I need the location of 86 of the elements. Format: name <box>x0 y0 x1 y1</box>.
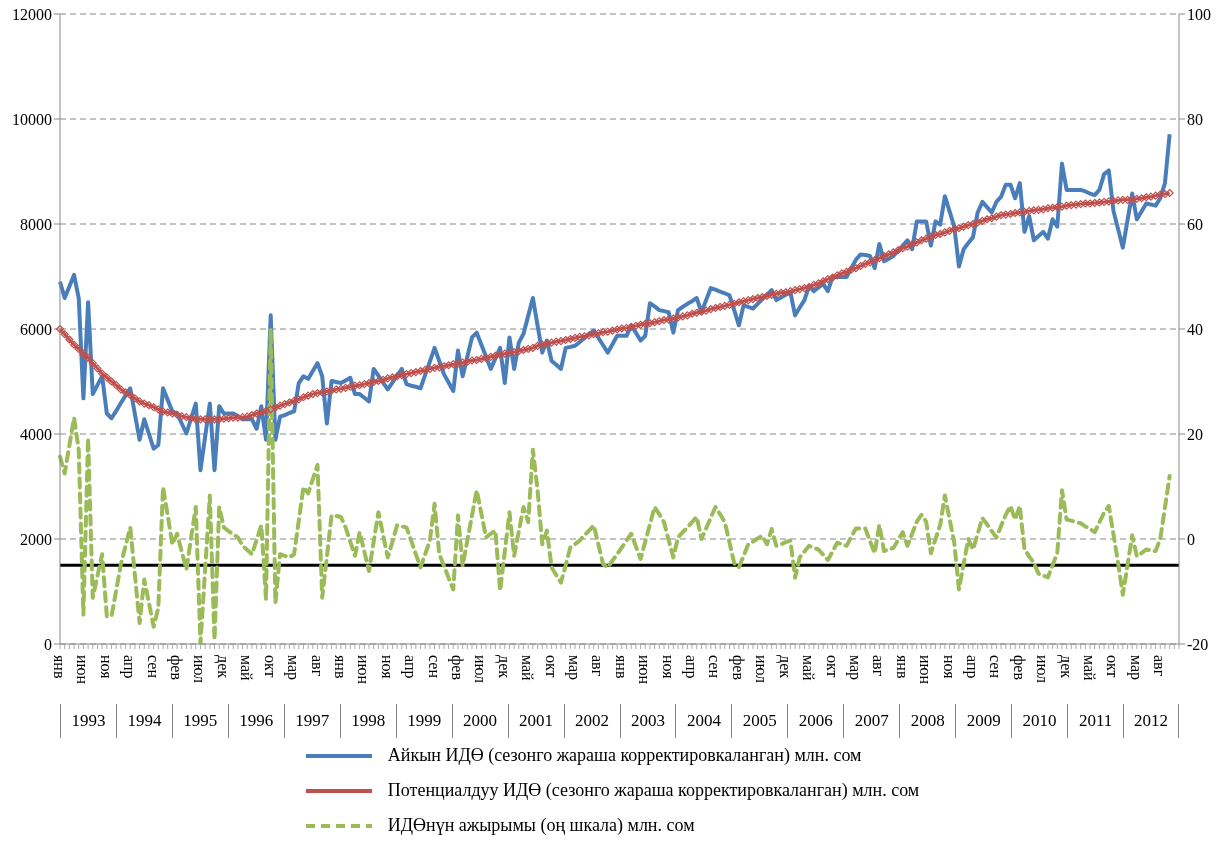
x-tick-label: авг <box>870 655 888 677</box>
text: 2005 <box>731 704 788 738</box>
x-tick-label: июл <box>191 655 209 684</box>
x-tick-label: июл <box>1034 655 1052 684</box>
text: 2008 <box>899 704 956 738</box>
x-tick-label: янв <box>51 655 68 679</box>
y-tick-label: 4000 <box>20 425 52 443</box>
x-tick-label: янв <box>893 655 911 679</box>
text: 1994 <box>115 704 172 738</box>
x-tick-label: июл <box>472 655 490 684</box>
x-tick-label: май <box>800 655 818 682</box>
legend-label: ИДӨнүн ажырымы (оң шкала) млн. сом <box>387 815 695 836</box>
x-tick-label: мар <box>565 655 584 681</box>
x-tick-label: июн <box>355 655 373 685</box>
y-tick-label: 0 <box>44 635 52 653</box>
x-tick-label: сен <box>425 655 443 679</box>
x-tick-label: май <box>1081 655 1099 682</box>
x-tick-label: дек <box>775 655 794 679</box>
y2-tick-label: 40 <box>1187 320 1203 338</box>
text: 2011 <box>1067 704 1124 738</box>
x-tick-label: сен <box>706 655 724 679</box>
text: 1997 <box>283 704 340 738</box>
x-tick-label: фев <box>728 655 747 681</box>
y2-tick-label: 20 <box>1187 425 1203 443</box>
x-tick-label: май <box>238 655 256 682</box>
x-tick-label: май <box>519 655 537 682</box>
x-tick-label: июн <box>917 655 935 685</box>
text: 2012 <box>1123 704 1179 738</box>
text: 2004 <box>675 704 732 738</box>
text: 1999 <box>395 704 452 738</box>
text: 2001 <box>507 704 564 738</box>
text: 1996 <box>227 704 284 738</box>
text: 1993 <box>60 704 116 738</box>
y2-tick-label: 100 <box>1187 5 1211 23</box>
text: 2007 <box>843 704 900 738</box>
x-tick-label: янв <box>612 655 630 679</box>
y2-tick-label: 60 <box>1187 215 1203 233</box>
x-tick-label: ноя <box>940 655 958 680</box>
x-tick-label: фев <box>1009 655 1028 681</box>
x-tick-label: окт <box>261 655 279 678</box>
text: 2010 <box>1011 704 1068 738</box>
x-tick-label: окт <box>823 655 841 678</box>
y2-tick-label: 0 <box>1187 530 1195 548</box>
x-tick-label: мар <box>284 655 303 681</box>
x-tick-label: дек <box>1056 655 1075 679</box>
x-tick-label: фев <box>167 655 186 681</box>
y-tick-label: 10000 <box>12 110 52 128</box>
x-tick-label: окт <box>542 655 560 678</box>
y-tick-label: 2000 <box>20 530 52 548</box>
text: 2009 <box>955 704 1012 738</box>
x-tick-label: окт <box>1104 655 1122 678</box>
x-tick-label: мар <box>845 655 864 681</box>
x-tick-label: сен <box>987 655 1005 679</box>
legend-label: Потенциалдуу ИДӨ (сезонго жараша корректировкаланган) млн. сом <box>387 780 920 801</box>
x-tick-label: ноя <box>378 655 396 680</box>
y-tick-label: 12000 <box>12 5 52 23</box>
y-tick-label: 8000 <box>20 215 52 233</box>
y2-tick-label: -20 <box>1187 635 1209 653</box>
y2-tick-label: 80 <box>1187 110 1203 128</box>
x-tick-label: апр <box>120 655 139 679</box>
x-tick-label: янв <box>331 655 349 679</box>
x-tick-label: дек <box>213 655 232 679</box>
x-tick-label: сен <box>144 655 162 679</box>
x-tick-label: июл <box>753 655 771 684</box>
x-tick-label: мар <box>1126 655 1145 681</box>
text: 1995 <box>171 704 228 738</box>
text: 2000 <box>451 704 508 738</box>
x-tick-label: авг <box>1151 655 1169 677</box>
text: 2003 <box>619 704 676 738</box>
x-tick-label: фев <box>447 655 466 681</box>
x-tick-label: апр <box>962 655 981 679</box>
x-tick-label: апр <box>401 655 420 679</box>
line-series <box>58 327 1172 644</box>
x-tick-label: авг <box>589 655 607 677</box>
text: 2006 <box>787 704 844 738</box>
x-tick-label: ноя <box>97 655 115 680</box>
y-tick-label: 6000 <box>20 320 52 338</box>
text: 2002 <box>563 704 620 738</box>
x-tick-label: апр <box>682 655 701 679</box>
x-tick-label: авг <box>308 655 326 677</box>
x-tick-label: ноя <box>659 655 677 680</box>
x-tick-label: июн <box>74 655 92 685</box>
text: 1998 <box>339 704 396 738</box>
legend-label: Айкын ИДӨ (сезонго жараша корректировкаланган) млн. сом <box>387 745 862 766</box>
x-tick-label: июн <box>636 655 654 685</box>
x-tick-label: дек <box>494 655 513 679</box>
